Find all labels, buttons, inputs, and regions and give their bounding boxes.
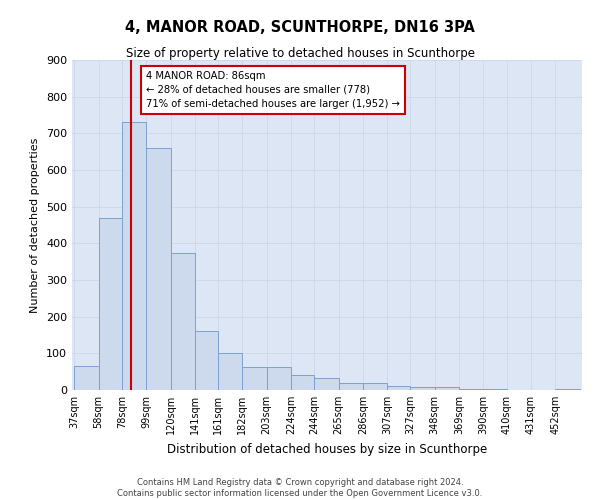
Bar [410,387,435,390]
Bar [459,388,484,390]
Bar [98,218,122,390]
Bar [218,354,242,390]
Bar [74,366,98,390]
Bar [435,387,459,390]
Bar [122,122,146,390]
Text: 4 MANOR ROAD: 86sqm
← 28% of detached houses are smaller (778)
71% of semi-detac: 4 MANOR ROAD: 86sqm ← 28% of detached ho… [146,71,400,109]
Bar [363,384,387,390]
Bar [314,378,338,390]
Bar [291,374,314,390]
Bar [556,388,580,390]
Text: Contains HM Land Registry data © Crown copyright and database right 2024.
Contai: Contains HM Land Registry data © Crown c… [118,478,482,498]
Text: Size of property relative to detached houses in Scunthorpe: Size of property relative to detached ho… [125,48,475,60]
Bar [387,386,410,390]
Bar [484,388,506,390]
Y-axis label: Number of detached properties: Number of detached properties [31,138,40,312]
X-axis label: Distribution of detached houses by size in Scunthorpe: Distribution of detached houses by size … [167,442,487,456]
Bar [146,148,170,390]
Bar [242,368,267,390]
Bar [195,332,218,390]
Text: 4, MANOR ROAD, SCUNTHORPE, DN16 3PA: 4, MANOR ROAD, SCUNTHORPE, DN16 3PA [125,20,475,35]
Bar [338,384,363,390]
Bar [170,252,195,390]
Bar [267,368,291,390]
